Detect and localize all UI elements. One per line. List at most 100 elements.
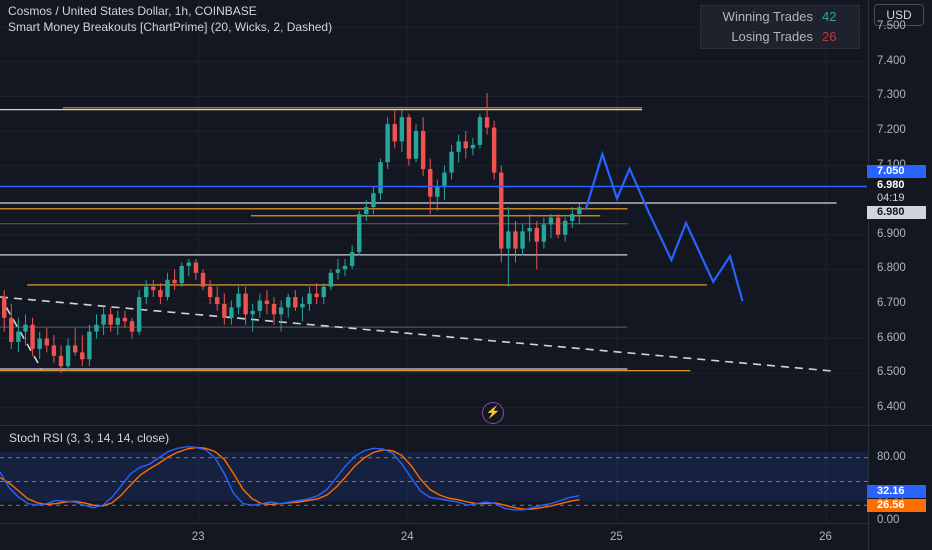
- candle-body: [293, 297, 298, 308]
- trades-panel: Winning Trades 42 Losing Trades 26: [700, 5, 860, 49]
- price-tick-label: 6.400: [877, 400, 906, 413]
- candle-up: [364, 200, 369, 221]
- candle-body: [371, 193, 376, 208]
- losing-trades-label: Losing Trades: [731, 29, 813, 44]
- candle-down: [151, 279, 156, 298]
- candlestick-series: [1, 93, 582, 374]
- candle-up: [357, 210, 362, 256]
- candle-body: [257, 300, 263, 311]
- chart-title: Cosmos / United States Dollar, 1h, COINB…: [8, 4, 257, 18]
- candle-body: [307, 293, 312, 304]
- candle-body: [278, 307, 284, 315]
- candle-body: [534, 227, 539, 242]
- candle-body: [491, 127, 497, 173]
- losing-trades-row: Losing Trades 26: [701, 27, 859, 47]
- candle-up: [335, 259, 341, 280]
- time-tick-label: 24: [400, 531, 414, 543]
- candle-up: [101, 307, 106, 336]
- winning-trades-value: 42: [822, 9, 837, 24]
- candle-body: [186, 262, 192, 266]
- candle-down: [172, 269, 177, 291]
- candle-body: [51, 345, 57, 356]
- lightning-icon[interactable]: ⚡: [482, 402, 504, 424]
- price-tick-label: 6.500: [877, 366, 906, 379]
- candle-body: [37, 338, 42, 349]
- candle-up: [477, 113, 483, 149]
- stoch-legend[interactable]: Stoch RSI (3, 3, 14, 14, close): [9, 431, 170, 445]
- candle-up: [229, 300, 234, 325]
- indicator-legend[interactable]: Smart Money Breakouts [ChartPrime] (20, …: [8, 20, 333, 34]
- candle-down: [406, 113, 412, 166]
- candle-up: [442, 165, 447, 201]
- candle-body: [286, 297, 291, 308]
- candle-body: [207, 286, 213, 298]
- candle-body: [442, 172, 447, 187]
- candle-body: [477, 117, 483, 145]
- candle-down: [463, 131, 468, 159]
- countdown-badge: 04:19: [867, 192, 926, 205]
- candle-body: [335, 269, 341, 273]
- candle-body: [122, 317, 128, 322]
- candle-up: [435, 179, 440, 211]
- candle-up: [115, 310, 121, 336]
- price-grid: [0, 0, 868, 523]
- candle-up: [577, 203, 582, 225]
- candle-body: [562, 220, 568, 235]
- candle-up: [541, 217, 547, 249]
- stoch-d-line: [0, 446, 580, 510]
- candle-body: [577, 207, 582, 215]
- candle-up: [371, 186, 376, 215]
- candle-down: [30, 317, 35, 356]
- dashed-trendline: [0, 296, 837, 373]
- time-tick-label: 26: [819, 531, 832, 543]
- candle-up: [94, 314, 99, 339]
- time-tick-label: 25: [610, 531, 623, 543]
- candle-down: [513, 220, 518, 263]
- candle-up: [548, 214, 554, 239]
- candle-down: [207, 279, 213, 304]
- stoch-k-line: [0, 445, 580, 511]
- candle-up: [87, 324, 92, 367]
- candle-body: [179, 265, 184, 284]
- candle-up: [16, 317, 21, 353]
- candle-body: [463, 141, 468, 149]
- candle-down: [491, 120, 497, 180]
- stoch-k-badge: 32.16: [867, 485, 926, 498]
- candle-up: [250, 303, 255, 332]
- candle-up: [136, 290, 142, 336]
- candle-body: [129, 321, 135, 332]
- candle-down: [314, 283, 319, 304]
- candle-body: [158, 290, 163, 298]
- candle-body: [72, 345, 78, 353]
- candle-down: [499, 165, 504, 263]
- price-tick-label: 6.600: [877, 331, 906, 344]
- candle-down: [9, 303, 14, 349]
- candle-body: [499, 172, 504, 249]
- candle-body: [222, 303, 227, 318]
- candle-body: [30, 324, 35, 349]
- candle-up: [65, 338, 71, 370]
- candle-down: [293, 290, 298, 311]
- candle-body: [23, 324, 28, 332]
- candle-up: [342, 259, 348, 277]
- candle-up: [570, 207, 575, 228]
- candle-body: [65, 345, 71, 367]
- candle-up: [257, 293, 263, 318]
- candle-up: [449, 144, 454, 180]
- candle-down: [51, 335, 57, 363]
- candle-down: [222, 293, 227, 325]
- candle-up: [349, 245, 355, 270]
- candle-body: [101, 314, 106, 325]
- candle-body: [520, 231, 525, 249]
- candle-down: [80, 335, 85, 367]
- candle-body: [243, 293, 248, 315]
- candle-body: [1, 297, 7, 318]
- candle-body: [314, 293, 319, 298]
- candle-down: [392, 110, 397, 149]
- candle-down: [122, 310, 128, 329]
- candle-body: [271, 303, 277, 315]
- currency-button[interactable]: USD: [874, 4, 924, 26]
- level-badge: 6.980: [867, 206, 926, 219]
- candle-body: [484, 117, 490, 128]
